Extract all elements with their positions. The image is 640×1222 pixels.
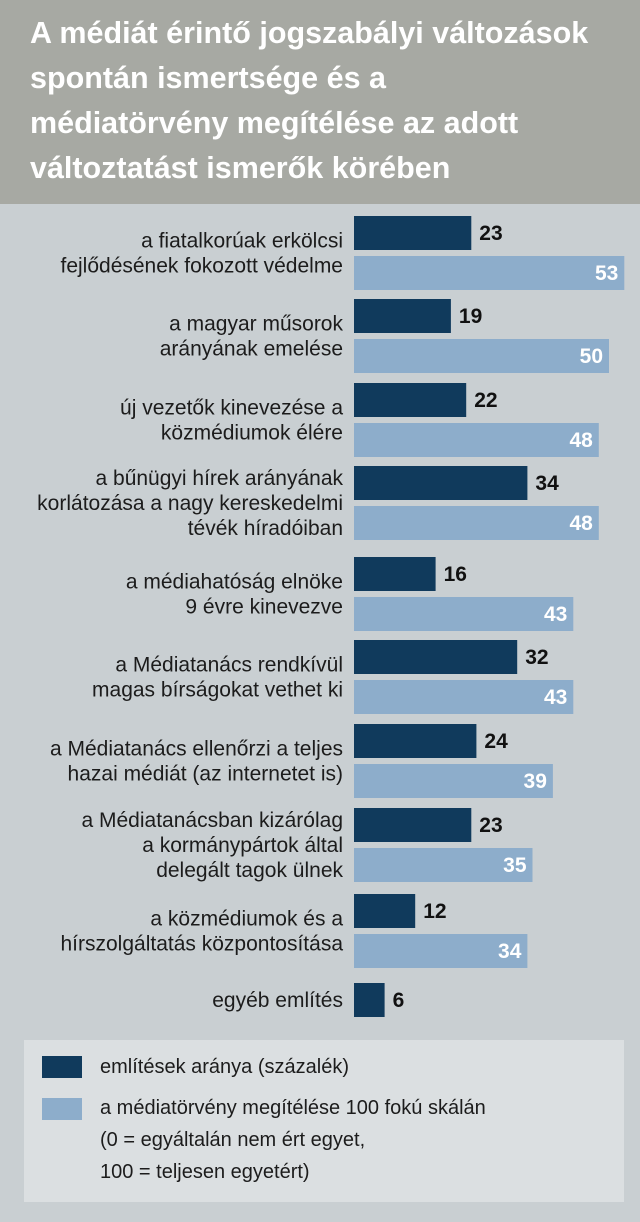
category-label: a fiatalkorúak erkölcsi bbox=[141, 230, 343, 253]
category-label: tévék híradóiban bbox=[188, 517, 343, 540]
bar-mentions bbox=[354, 808, 472, 842]
bar-rating bbox=[354, 848, 533, 882]
value-label-mentions: 16 bbox=[444, 563, 467, 586]
title-line-1: A médiát érintő jogszabályi változások bbox=[30, 16, 589, 50]
value-label-rating: 53 bbox=[595, 262, 618, 285]
value-label-mentions: 23 bbox=[479, 814, 502, 837]
bar-mentions bbox=[354, 557, 436, 591]
value-label-rating: 43 bbox=[544, 686, 567, 709]
bar-rating bbox=[354, 423, 599, 457]
bar-rating bbox=[354, 506, 599, 540]
value-label-rating: 50 bbox=[580, 345, 603, 368]
category-label: a kormánypártok által bbox=[142, 834, 343, 857]
value-label-rating: 35 bbox=[503, 854, 527, 877]
bar-mentions bbox=[354, 216, 472, 250]
category-label: magas bírságokat vethet ki bbox=[92, 679, 343, 702]
chart-title: A médiát érintő jogszabályi változások s… bbox=[0, 0, 640, 204]
category-label: hazai médiát (az internetet is) bbox=[68, 763, 343, 786]
bar-rating bbox=[354, 256, 625, 290]
value-label-mentions: 24 bbox=[484, 730, 508, 753]
category-label: fejlődésének fokozott védelme bbox=[60, 255, 343, 278]
bar-mentions bbox=[354, 383, 467, 417]
value-label-mentions: 12 bbox=[423, 900, 446, 923]
category-label: korlátozása a nagy kereskedelmi bbox=[37, 492, 343, 515]
legend-label-series2-line1: a médiatörvény megítélése 100 fokú skálá… bbox=[100, 1097, 486, 1119]
value-label-mentions: 6 bbox=[393, 989, 405, 1012]
bar-rating bbox=[354, 764, 553, 798]
legend-label-series2-line3: 100 = teljesen egyetért) bbox=[100, 1161, 310, 1183]
value-label-mentions: 32 bbox=[525, 646, 548, 669]
value-label-mentions: 23 bbox=[479, 222, 502, 245]
legend-swatch-series2 bbox=[42, 1098, 82, 1120]
category-label: a közmédiumok és a bbox=[150, 908, 343, 931]
value-label-mentions: 19 bbox=[459, 305, 482, 328]
category-label: hírszolgáltatás központosítása bbox=[61, 933, 344, 956]
legend-label-series1: említések aránya (százalék) bbox=[100, 1056, 349, 1078]
category-label: a magyar műsorok bbox=[169, 313, 343, 336]
category-label: 9 évre kinevezve bbox=[185, 596, 343, 619]
value-label-rating: 48 bbox=[569, 429, 593, 452]
category-label: a bűnügyi hírek arányának bbox=[96, 467, 344, 490]
category-label: a Médiatanács rendkívül bbox=[115, 654, 343, 677]
bar-mentions bbox=[354, 640, 518, 674]
bar-rating bbox=[354, 680, 574, 714]
bar-mentions bbox=[354, 299, 451, 333]
category-label: új vezetők kinevezése a bbox=[120, 397, 343, 420]
title-line-3: médiatörvény megítélése az adott bbox=[30, 106, 519, 140]
value-label-mentions: 34 bbox=[535, 472, 559, 495]
value-label-mentions: 22 bbox=[474, 389, 497, 412]
category-label: a médiahatóság elnöke bbox=[126, 571, 343, 594]
bar-rating bbox=[354, 934, 528, 968]
title-line-2: spontán ismertsége és a bbox=[30, 61, 386, 95]
bar-mentions bbox=[354, 466, 528, 500]
bar-rating bbox=[354, 339, 609, 373]
bar-mentions bbox=[354, 983, 385, 1017]
legend-swatch-series1 bbox=[42, 1056, 82, 1078]
category-label: a Médiatanács ellenőrzi a teljes bbox=[50, 738, 343, 761]
bar-mentions bbox=[354, 724, 477, 758]
category-label: arányának emelése bbox=[160, 338, 343, 361]
category-label: delegált tagok ülnek bbox=[156, 859, 343, 882]
bar-rating bbox=[354, 597, 574, 631]
value-label-rating: 48 bbox=[569, 512, 593, 535]
value-label-rating: 34 bbox=[498, 940, 522, 963]
category-label: a Médiatanácsban kizárólag bbox=[82, 809, 344, 832]
legend: említések aránya (százalék) a médiatörvé… bbox=[24, 1040, 624, 1202]
legend-label-series2-line2: (0 = egyáltalán nem ért egyet, bbox=[100, 1129, 366, 1151]
title-line-4: változtatást ismerők körében bbox=[30, 151, 451, 185]
value-label-rating: 43 bbox=[544, 603, 567, 626]
category-label: közmédiumok élére bbox=[161, 422, 343, 445]
bar-mentions bbox=[354, 894, 416, 928]
value-label-rating: 39 bbox=[524, 770, 547, 793]
bar-chart: 23 53 a fiatalkorúak erkölcsifejlődésének … bbox=[37, 216, 625, 1017]
category-label: egyéb említés bbox=[212, 989, 343, 1012]
